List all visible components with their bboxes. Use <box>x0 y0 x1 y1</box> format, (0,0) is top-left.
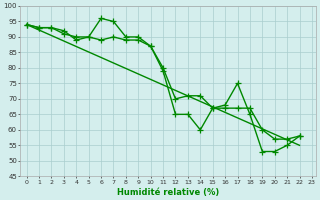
X-axis label: Humidité relative (%): Humidité relative (%) <box>117 188 219 197</box>
